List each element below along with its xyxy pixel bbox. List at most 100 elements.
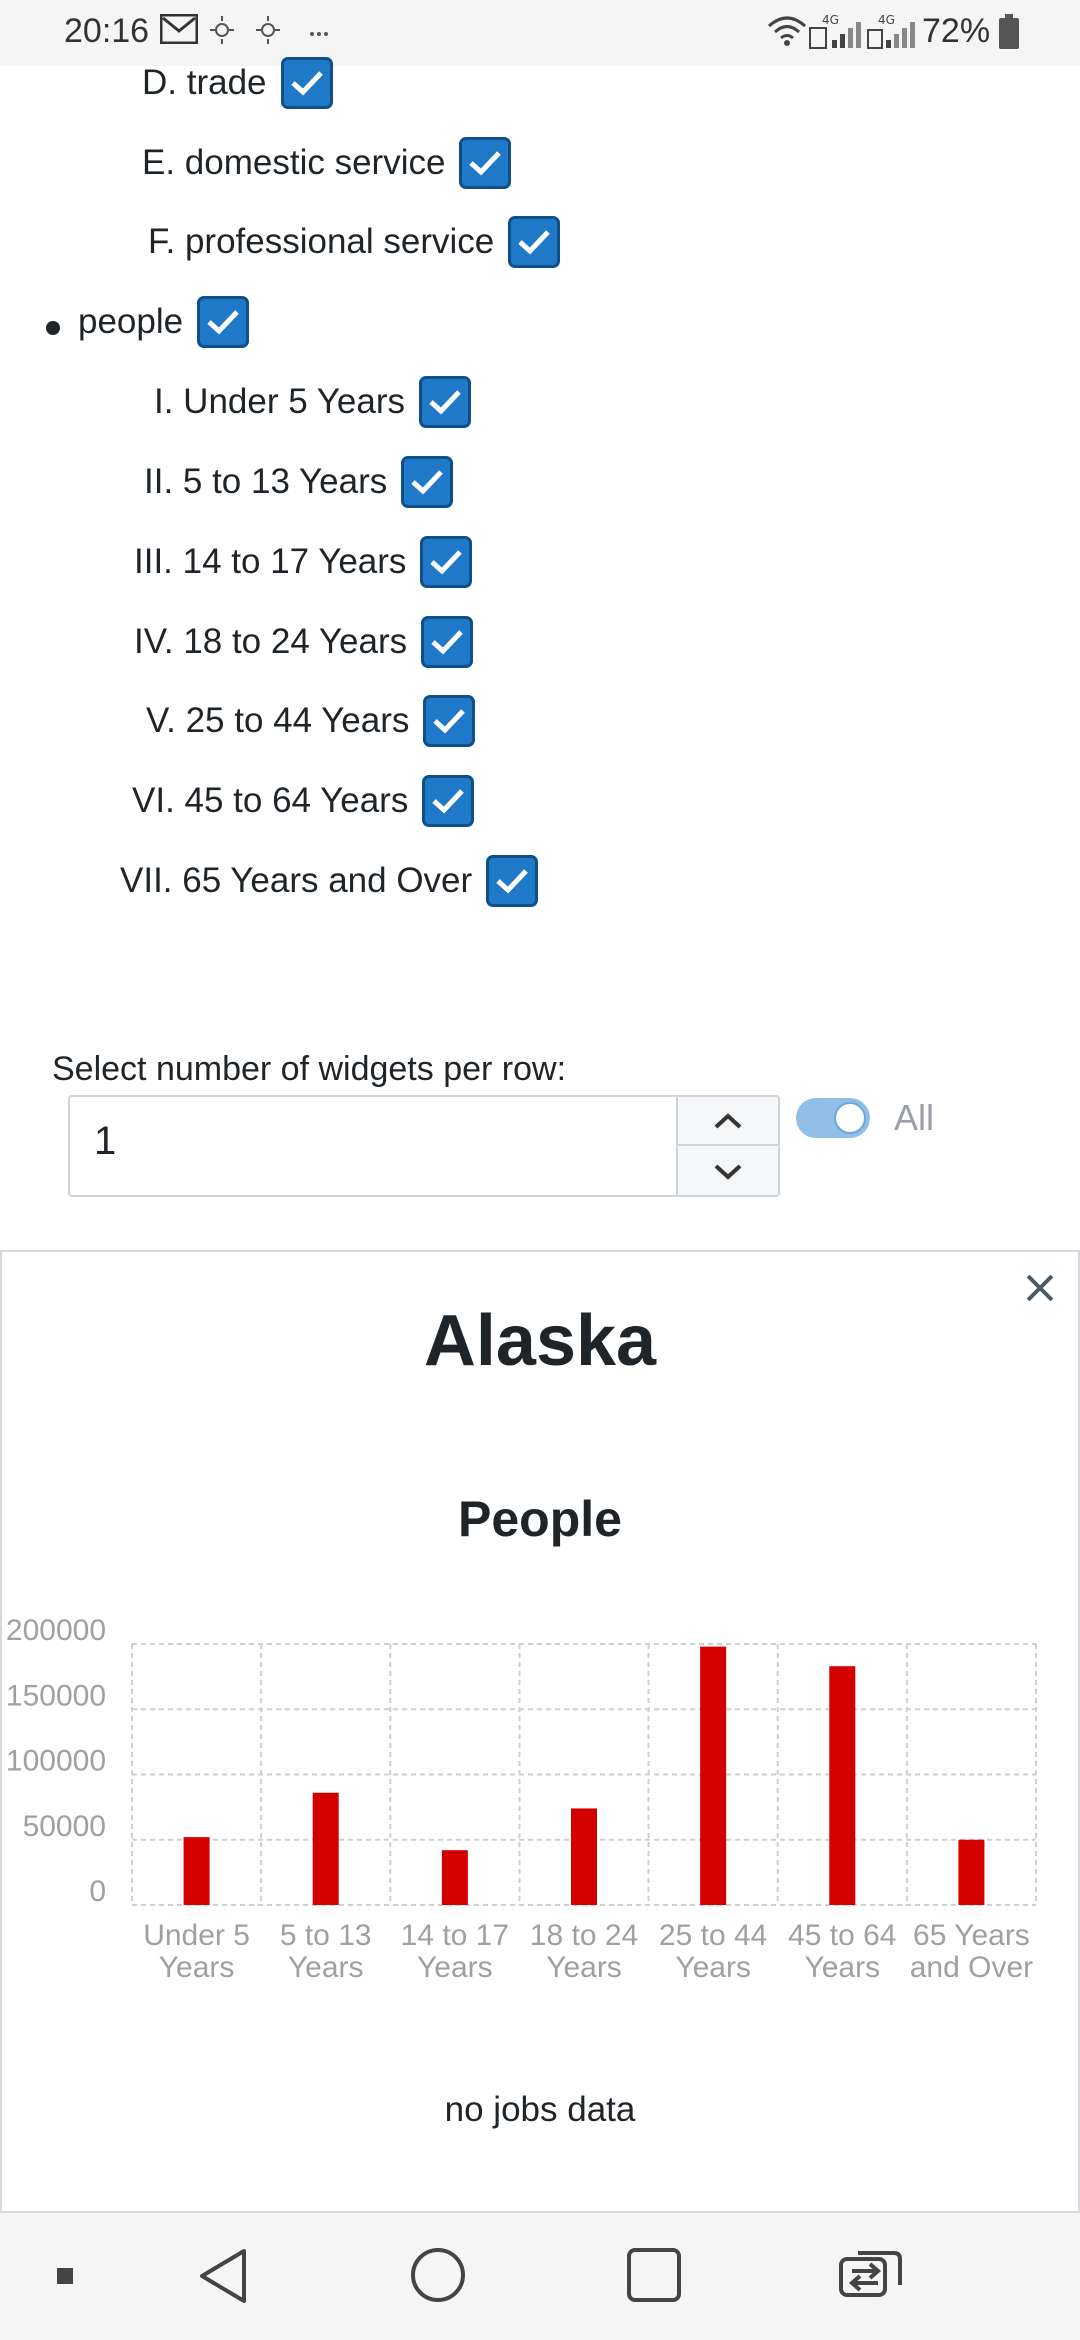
back-icon[interactable] — [196, 2247, 250, 2305]
all-toggle-label: All — [894, 1097, 935, 1138]
checklist-item-label: E. domestic service — [142, 143, 446, 182]
checkmark-icon — [433, 709, 466, 734]
checklist-item-label: I. Under 5 Years — [154, 382, 405, 421]
brightness-icon — [210, 16, 234, 44]
checklist-item-label: V. 25 to 44 Years — [146, 701, 410, 740]
checkmark-icon — [496, 869, 528, 894]
checkbox[interactable] — [422, 775, 475, 827]
toggle-knob — [834, 1102, 866, 1134]
x-tick-label: and Over — [910, 1951, 1033, 1984]
checkmark-icon — [469, 151, 502, 176]
x-tick-label: Years — [546, 1951, 622, 1984]
increment-button[interactable] — [678, 1097, 778, 1146]
svg-text:4G: 4G — [878, 14, 895, 27]
checkmark-icon — [207, 310, 239, 335]
widget-card — [0, 1250, 1080, 2213]
checkbox[interactable] — [420, 536, 473, 588]
checkbox[interactable] — [419, 376, 471, 428]
checklist-group-people[interactable]: people — [78, 295, 250, 349]
checkbox[interactable] — [401, 456, 454, 508]
widgets-per-row-label: Select number of widgets per row: — [52, 1050, 567, 1088]
checkbox[interactable] — [423, 695, 476, 747]
all-toggle[interactable] — [796, 1098, 870, 1138]
checkmark-icon — [432, 789, 465, 814]
x-tick-label: Years — [417, 1951, 493, 1984]
decrement-button[interactable] — [678, 1147, 778, 1196]
signal-4g-sim2-icon: 4G — [867, 14, 915, 49]
checkmark-icon — [430, 550, 463, 575]
checklist-item-14-to-17[interactable]: III. 14 to 17 Years — [134, 535, 473, 589]
x-tick-label: Years — [804, 1951, 880, 1984]
checklist-item-65-and-over[interactable]: VII. 65 Years and Over — [120, 854, 539, 908]
x-tick-label: 5 to 13 — [280, 1919, 372, 1952]
bar[interactable] — [829, 1666, 856, 1905]
checkbox[interactable] — [421, 616, 474, 668]
checklist-item-25-to-44[interactable]: V. 25 to 44 Years — [146, 694, 476, 748]
bar[interactable] — [958, 1839, 985, 1905]
checkbox[interactable] — [486, 855, 539, 907]
status-bar: 20:16 4G 4G 72% — [0, 0, 1080, 66]
more-icon — [310, 32, 328, 36]
checklist-item-label: VII. 65 Years and Over — [120, 861, 473, 900]
checklist-item-label: F. professional service — [148, 222, 495, 261]
x-tick-label: Under 5 — [143, 1919, 250, 1952]
checklist-item-label: III. 14 to 17 Years — [134, 542, 407, 581]
list-bullet — [46, 321, 60, 335]
checkmark-icon — [429, 390, 461, 415]
x-tick-label: Years — [675, 1951, 751, 1984]
x-tick-label: 65 Years — [913, 1919, 1030, 1952]
home-icon[interactable] — [410, 2247, 466, 2303]
square-dot-icon[interactable] — [56, 2267, 74, 2285]
checkmark-icon — [411, 470, 444, 495]
bar[interactable] — [312, 1792, 339, 1905]
bar[interactable] — [441, 1850, 468, 1905]
checklist-item-label: II. 5 to 13 Years — [144, 462, 388, 501]
brightness-icon — [256, 16, 280, 44]
widget-title: Alaska — [423, 1301, 657, 1381]
chevron-up-icon — [714, 1112, 742, 1128]
no-jobs-message: no jobs data — [444, 2090, 636, 2129]
checkbox[interactable] — [280, 57, 333, 109]
checkmark-icon — [431, 630, 463, 655]
bar[interactable] — [183, 1837, 210, 1905]
x-tick-label: Years — [159, 1951, 235, 1984]
x-tick-label: 45 to 64 — [788, 1919, 896, 1952]
signal-4g-sim1-icon: 4G — [809, 14, 861, 49]
checklist-item-label: VI. 45 to 64 Years — [132, 781, 409, 820]
svg-text:4G: 4G — [822, 14, 839, 27]
x-tick-label: 18 to 24 — [530, 1919, 638, 1952]
y-tick-label: 0 — [89, 1875, 106, 1908]
switch-apps-icon[interactable] — [838, 2249, 904, 2299]
x-tick-label: Years — [288, 1951, 364, 1984]
navigation-bar — [0, 2213, 1080, 2340]
checkbox[interactable] — [197, 296, 250, 348]
bar[interactable] — [571, 1808, 597, 1905]
checkmark-icon — [290, 71, 323, 96]
recents-icon[interactable] — [626, 2247, 682, 2303]
checkmark-icon — [518, 230, 551, 255]
checklist-item-professional-service[interactable]: F. professional service — [148, 215, 561, 269]
status-time: 20:16 — [64, 12, 150, 50]
close-icon[interactable] — [1022, 1270, 1058, 1306]
checklist-item-domestic-service[interactable]: E. domestic service — [142, 136, 512, 190]
x-tick-label: 14 to 17 — [401, 1919, 509, 1952]
y-tick-label: 150000 — [6, 1679, 106, 1712]
battery-icon — [999, 14, 1019, 49]
y-tick-label: 100000 — [6, 1745, 106, 1778]
checklist-item-label: IV. 18 to 24 Years — [134, 622, 408, 661]
checklist-item-45-to-64[interactable]: VI. 45 to 64 Years — [132, 774, 475, 828]
checklist-item-under-5[interactable]: I. Under 5 Years — [154, 375, 471, 429]
checklist-group-label: people — [78, 302, 184, 341]
checklist-item-trade[interactable]: D. trade — [142, 56, 333, 110]
checkbox[interactable] — [459, 137, 512, 189]
checklist-item-5-to-13[interactable]: II. 5 to 13 Years — [144, 455, 454, 509]
checklist-item-18-to-24[interactable]: IV. 18 to 24 Years — [134, 615, 474, 669]
wifi-icon — [768, 16, 806, 46]
chart-title: People — [458, 1491, 622, 1547]
bar[interactable] — [700, 1646, 727, 1905]
widgets-per-row-input[interactable]: 1 — [68, 1095, 680, 1197]
checkbox[interactable] — [508, 216, 561, 268]
gmail-icon — [160, 14, 198, 44]
chevron-down-icon — [714, 1164, 742, 1180]
